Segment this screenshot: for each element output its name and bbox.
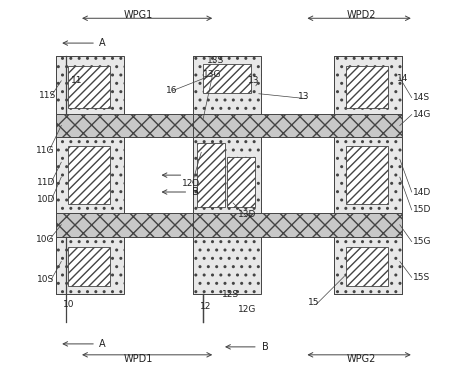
Text: 15: 15 [308, 298, 319, 307]
Text: A: A [99, 38, 106, 48]
Bar [68, 66, 110, 108]
Text: 13G: 13G [203, 70, 222, 79]
Bar [334, 56, 402, 114]
Bar [68, 247, 110, 286]
Text: 11D: 11D [37, 177, 56, 187]
Bar [193, 114, 402, 137]
Text: 12: 12 [200, 302, 211, 311]
Bar [382, 56, 402, 294]
Text: WPG2: WPG2 [346, 354, 376, 364]
Text: 13D: 13D [238, 210, 256, 219]
Bar [334, 137, 402, 213]
Text: 12S: 12S [222, 290, 239, 299]
Bar [334, 56, 354, 294]
Text: 12D: 12D [182, 179, 201, 187]
Text: 14G: 14G [413, 110, 431, 119]
Text: 15D: 15D [413, 205, 431, 214]
Text: B: B [262, 342, 268, 352]
Bar [57, 56, 76, 294]
Text: 13: 13 [298, 92, 309, 101]
Bar [68, 146, 110, 204]
Bar [346, 247, 388, 286]
Text: WPD1: WPD1 [124, 354, 154, 364]
Bar [227, 157, 255, 207]
Text: 10D: 10D [37, 196, 56, 204]
Text: 13S: 13S [207, 57, 225, 65]
Text: 11G: 11G [35, 146, 54, 155]
Text: 11: 11 [71, 76, 83, 85]
Bar [193, 237, 261, 294]
Text: 13: 13 [248, 76, 260, 85]
Text: 10G: 10G [35, 235, 54, 244]
Bar [346, 66, 388, 108]
Bar [203, 64, 251, 93]
Text: 16: 16 [165, 86, 177, 95]
Text: 12G: 12G [238, 305, 256, 314]
Text: 14S: 14S [413, 93, 430, 102]
Text: 14: 14 [397, 74, 408, 83]
Bar [346, 146, 388, 204]
Bar [57, 56, 124, 114]
Text: 15G: 15G [413, 237, 431, 246]
Bar [57, 213, 261, 237]
Bar [197, 143, 225, 207]
Text: 11S: 11S [40, 91, 57, 100]
Bar [193, 56, 261, 114]
Text: 10: 10 [63, 300, 75, 309]
Bar [57, 137, 124, 213]
Text: A: A [99, 339, 106, 349]
Text: 14D: 14D [413, 187, 431, 196]
Bar [57, 114, 261, 137]
Text: 10S: 10S [37, 275, 55, 284]
Text: 15S: 15S [413, 273, 430, 282]
Bar [57, 237, 124, 294]
Text: WPD2: WPD2 [346, 10, 376, 20]
Bar [334, 237, 402, 294]
Bar [193, 137, 261, 213]
Bar [193, 56, 213, 294]
Text: WPG1: WPG1 [124, 10, 154, 20]
Text: B: B [192, 187, 199, 197]
Bar [193, 213, 402, 237]
